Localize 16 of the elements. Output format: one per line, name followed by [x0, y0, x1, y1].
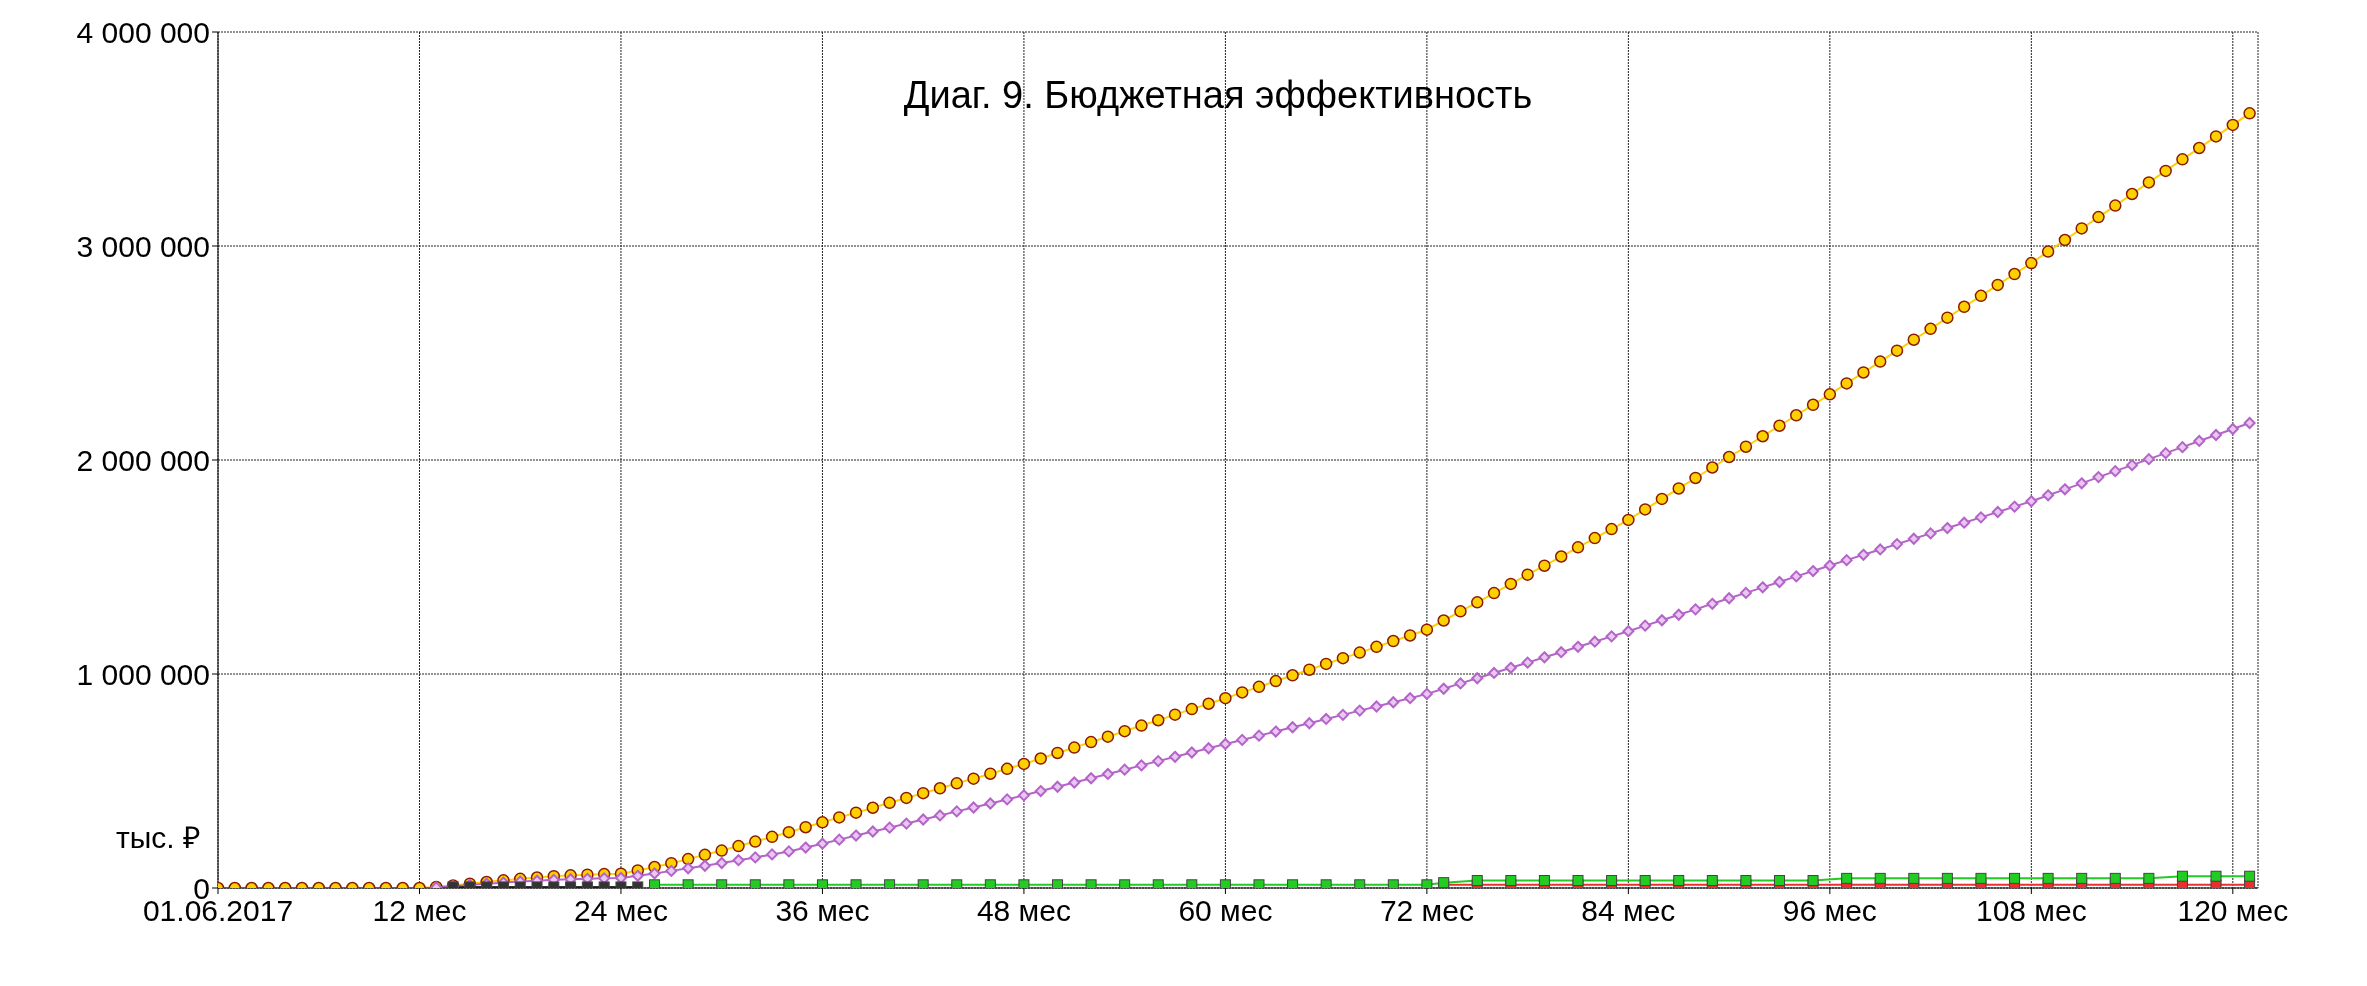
y-tick-label: 2 000 000 [76, 443, 210, 477]
x-tick-label: 12 мес [372, 894, 467, 928]
x-tick-label: 108 мес [1975, 894, 2087, 928]
y-tick-label: 3 000 000 [76, 229, 210, 263]
x-tick-label: 24 мес [573, 894, 668, 928]
x-tick-label: 84 мес [1581, 894, 1676, 928]
x-tick-label: 120 мес [2177, 894, 2289, 928]
y-axis-title: тыс. ₽ [116, 821, 200, 854]
x-tick-label: 72 мес [1379, 894, 1474, 928]
x-tick-label: 36 мес [775, 894, 870, 928]
y-tick-label: 4 000 000 [76, 15, 210, 49]
x-tick-label: 96 мес [1782, 894, 1877, 928]
x-tick-label: 48 мес [976, 894, 1071, 928]
text: Диаг. 9. Бюджетная эффективность [903, 74, 1533, 116]
y-tick-label: 1 000 000 [76, 657, 210, 691]
x-tick-label: 60 мес [1178, 894, 1273, 928]
